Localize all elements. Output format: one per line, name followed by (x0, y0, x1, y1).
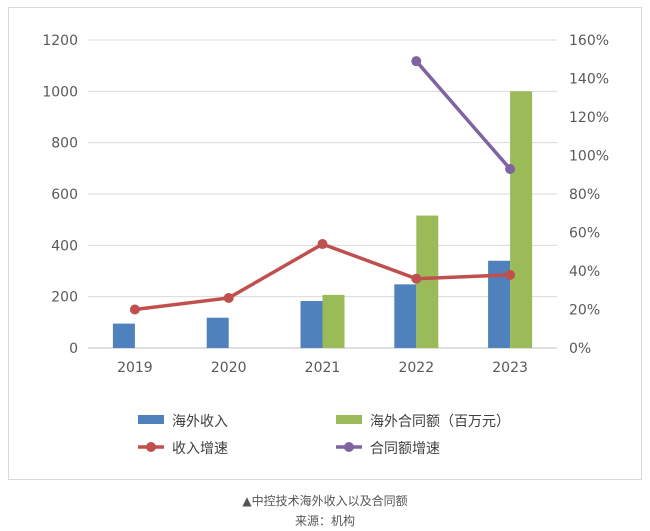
y-right-tick-label: 40% (569, 264, 600, 280)
y-left-tick-label: 400 (51, 238, 78, 254)
y-left-tick-label: 600 (51, 187, 78, 203)
x-tick-label: 2019 (117, 360, 153, 376)
bar-overseas-revenue (300, 301, 323, 348)
legend-swatch (336, 415, 362, 424)
legend-marker (344, 442, 354, 452)
point-contract-growth (411, 56, 422, 67)
bar-overseas-contract (510, 91, 533, 348)
x-tick-label: 2020 (211, 360, 247, 376)
bar-overseas-revenue (112, 323, 135, 348)
y-left-tick-label: 800 (51, 136, 78, 152)
bar-overseas-revenue (394, 284, 417, 348)
bar-overseas-contract (322, 294, 345, 348)
y-right-tick-label: 160% (569, 33, 609, 49)
y-left-tick-label: 0 (69, 341, 78, 357)
line-contract-growth (414, 60, 512, 171)
y-right-tick-label: 100% (569, 149, 609, 165)
y-right-tick-label: 80% (569, 187, 600, 203)
y-left-tick-label: 1000 (42, 84, 78, 100)
point-revenue-growth (129, 304, 140, 315)
x-tick-label: 2022 (398, 360, 434, 376)
legend-label: 合同额增速 (370, 441, 440, 457)
y-right-tick-label: 60% (569, 226, 600, 242)
point-revenue-growth (505, 269, 516, 280)
point-revenue-growth (317, 239, 328, 250)
y-right-tick-label: 20% (569, 303, 600, 319)
legend-label: 收入增速 (172, 441, 228, 457)
legend-label: 海外收入 (172, 414, 228, 430)
legend-marker (146, 442, 156, 452)
point-revenue-growth (411, 273, 422, 284)
point-revenue-growth (223, 292, 234, 303)
chart: 0 200 400 600 800 1000 1200 0% 20% 40% 60% 80% 100% 1… (42, 33, 609, 457)
x-tick-label: 2023 (492, 360, 528, 376)
legend-swatch (138, 415, 164, 424)
x-tick-label: 2021 (305, 360, 341, 376)
bar-overseas-revenue (206, 317, 229, 348)
chart-caption: ▲中控技术海外收入以及合同额 (242, 494, 408, 508)
legend-label: 海外合同额（百万元） (370, 414, 510, 430)
point-contract-growth (505, 163, 516, 174)
y-left-tick-label: 200 (51, 290, 78, 306)
y-right-tick-label: 0% (569, 341, 591, 357)
bar-overseas-revenue (488, 260, 511, 348)
y-right-tick-label: 140% (569, 72, 609, 88)
y-right-tick-label: 120% (569, 110, 609, 126)
bar-overseas-contract (416, 215, 439, 348)
y-left-tick-label: 1200 (42, 33, 78, 49)
chart-source: 来源：机构 (294, 514, 355, 528)
